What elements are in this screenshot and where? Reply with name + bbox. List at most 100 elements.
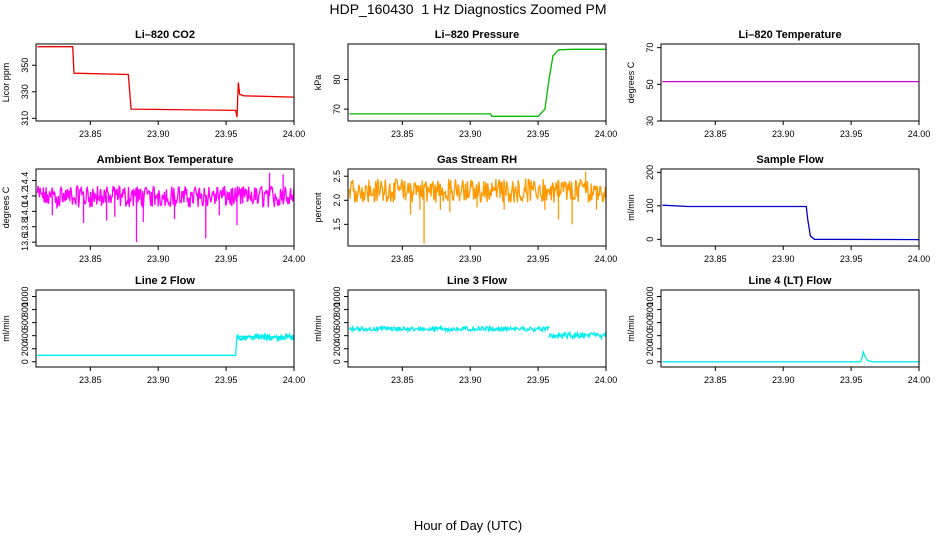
- series-line-1: [37, 335, 294, 356]
- x-tick-label: 23.85: [704, 129, 727, 139]
- x-tick-label: 24.00: [908, 254, 931, 264]
- x-tick-label: 23.95: [840, 129, 863, 139]
- y-tick-label: 200: [20, 341, 30, 356]
- x-tick-label: 23.95: [527, 254, 550, 264]
- x-tick-label: 24.00: [908, 129, 931, 139]
- y-tick-label: 1000: [20, 287, 30, 307]
- chart-panel-5: Gas Stream RH percent 23.85 23.90 23.95 24.00…: [313, 154, 617, 264]
- y-tick-label: 14.4: [20, 172, 30, 190]
- y-tick-label: 400: [20, 328, 30, 343]
- panel-title: Sample Flow: [756, 154, 824, 166]
- x-tick-label: 23.90: [772, 375, 795, 385]
- data-series: [349, 48, 606, 117]
- chart-panel-1: Li–820 CO2 Licor ppm 23.85 23.90 23.95 24.00 3…: [1, 29, 305, 139]
- y-tick-label: 30: [645, 116, 655, 126]
- series-line-1: [662, 204, 919, 241]
- x-tick-label: 23.95: [215, 375, 238, 385]
- y-tick-label: 70: [332, 104, 342, 114]
- noise-trace: [36, 184, 294, 210]
- noise-trace: [348, 177, 606, 204]
- x-tick-label: 23.90: [147, 375, 170, 385]
- panel-title: Line 4 (LT) Flow: [749, 275, 832, 287]
- y-tick-label: 80: [332, 75, 342, 85]
- panel-title: Li–820 CO2: [135, 29, 195, 41]
- y-tick-label: 600: [645, 315, 655, 330]
- series-line-1: [662, 349, 919, 363]
- x-tick-label: 23.90: [459, 254, 482, 264]
- data-series: [348, 171, 606, 244]
- y-tick-label: 50: [645, 79, 655, 89]
- x-tick-label: 23.95: [840, 375, 863, 385]
- series-line-1: [349, 48, 606, 117]
- y-axis-label: ml/min: [313, 315, 323, 342]
- y-tick-label: 1000: [332, 287, 342, 307]
- x-tick-label: 23.85: [704, 375, 727, 385]
- x-tick-label: 23.85: [391, 375, 414, 385]
- plot-frame: [660, 168, 920, 247]
- y-tick-label: 0: [332, 359, 342, 364]
- x-tick-label: 24.00: [595, 375, 618, 385]
- y-axis-label: ml/min: [626, 315, 636, 342]
- plot-frame: [347, 43, 607, 122]
- y-tick-label: 13.8: [20, 218, 30, 236]
- y-axis-label: degrees C: [626, 61, 636, 103]
- panel-title: Ambient Box Temperature: [97, 154, 234, 166]
- y-tick-label: 200: [645, 165, 655, 180]
- y-tick-label: 330: [20, 84, 30, 99]
- y-tick-label: 400: [332, 328, 342, 343]
- plot-frame: [35, 168, 295, 247]
- data-series: [37, 46, 294, 118]
- x-tick-label: 23.90: [772, 129, 795, 139]
- y-tick-label: 310: [20, 111, 30, 126]
- panel-title: Line 3 Flow: [447, 275, 507, 287]
- y-tick-label: 200: [332, 341, 342, 356]
- x-tick-label: 23.85: [79, 375, 102, 385]
- series-line-1: [37, 46, 294, 118]
- data-series: [348, 324, 606, 341]
- y-axis-label: ml/min: [1, 315, 11, 342]
- noise-trace-1: [348, 324, 550, 334]
- y-tick-label: 800: [20, 302, 30, 317]
- x-tick-label: 23.85: [391, 129, 414, 139]
- data-series: [36, 172, 294, 243]
- x-tick-label: 23.85: [704, 254, 727, 264]
- y-axis-label: degrees C: [1, 186, 11, 228]
- x-tick-label: 23.95: [840, 254, 863, 264]
- chart-panel-9: Line 4 (LT) Flow ml/min 23.85 23.90 23.95 24.…: [626, 275, 930, 385]
- y-tick-label: 800: [332, 302, 342, 317]
- figure-x-axis-label: Hour of Day (UTC): [413, 518, 523, 533]
- panel-title: Line 2 Flow: [135, 275, 195, 287]
- plot-frame: [347, 289, 607, 368]
- plot-frame: [660, 289, 920, 368]
- panel-title: Li–820 Temperature: [738, 29, 841, 41]
- x-tick-label: 24.00: [283, 129, 306, 139]
- y-tick-label: 13.6: [20, 233, 30, 251]
- x-tick-label: 23.85: [79, 254, 102, 264]
- data-series: [662, 349, 919, 363]
- x-tick-label: 24.00: [283, 375, 306, 385]
- y-tick-label: 0: [645, 359, 655, 364]
- y-tick-label: 70: [645, 43, 655, 53]
- data-series: [662, 204, 919, 241]
- x-tick-label: 23.85: [391, 254, 414, 264]
- chart-panel-4: Ambient Box Temperature degrees C 23.85 23.…: [1, 154, 305, 264]
- chart-panel-6: Sample Flow ml/min 23.85 23.90 23.95 24.00 0 10…: [626, 154, 930, 264]
- x-tick-label: 23.95: [527, 375, 550, 385]
- data-series: [37, 331, 294, 356]
- y-tick-label: 2.5: [332, 170, 342, 183]
- plot-frame: [660, 43, 920, 122]
- x-tick-label: 23.95: [215, 129, 238, 139]
- x-tick-label: 23.90: [147, 129, 170, 139]
- noise-trace: [236, 331, 294, 343]
- panel-title: Gas Stream RH: [437, 154, 517, 166]
- y-tick-label: 0: [645, 237, 655, 242]
- x-tick-label: 23.85: [79, 129, 102, 139]
- y-tick-label: 0: [20, 359, 30, 364]
- plot-frame: [347, 168, 607, 247]
- noise-trace-2: [548, 330, 606, 341]
- y-tick-label: 1.5: [332, 218, 342, 231]
- y-tick-label: 600: [20, 315, 30, 330]
- chart-panel-7: Line 2 Flow ml/min 23.85 23.90 23.95 24.00 0 20…: [1, 275, 305, 385]
- panel-title: Li–820 Pressure: [435, 29, 519, 41]
